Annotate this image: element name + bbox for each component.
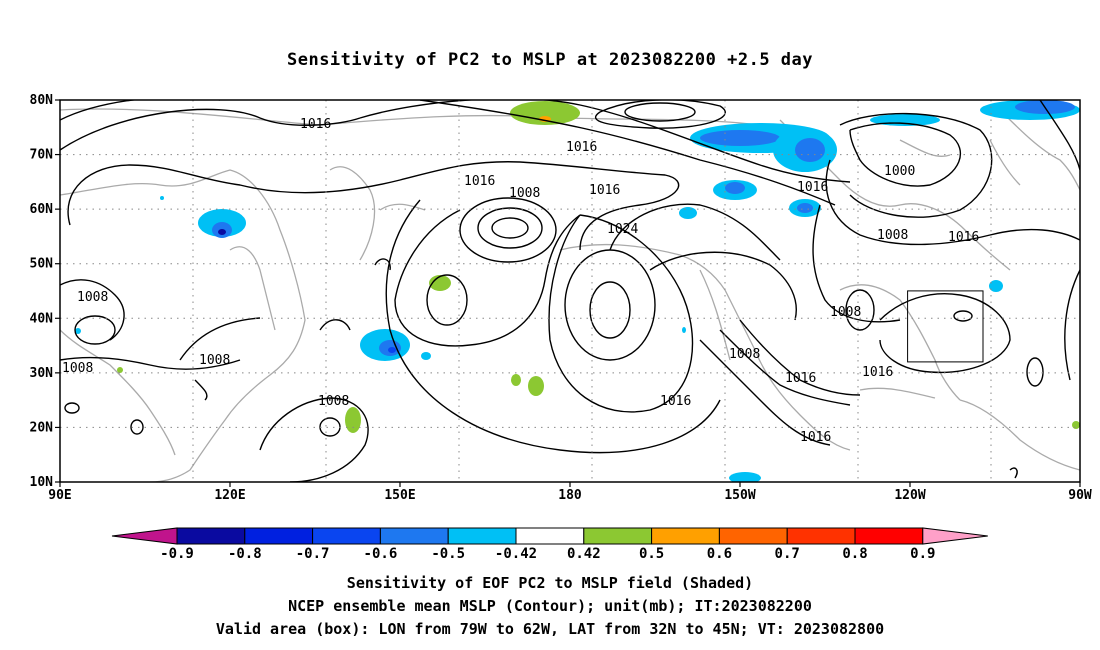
colorbar-segment — [515, 527, 585, 545]
footer-line-1: Sensitivity of EOF PC2 to MSLP field (Sh… — [346, 574, 754, 592]
contour-label: 1008 — [509, 186, 540, 201]
colorbar-label: -0.9 — [160, 546, 194, 562]
y-tick-label: 80N — [30, 93, 54, 108]
x-tick-label: 180 — [558, 488, 582, 503]
sensitivity-shading — [75, 100, 1080, 482]
x-tick-label: 120W — [894, 488, 925, 503]
y-tick-label: 30N — [30, 366, 54, 381]
colorbar-high-extend — [922, 527, 988, 545]
y-tick-label: 20N — [30, 420, 54, 435]
contour-labels: 1016 1016 1016 1008 1016 1024 1016 1000 … — [62, 117, 979, 445]
y-tick-label: 60N — [30, 202, 54, 217]
colorbar-segment — [854, 527, 924, 545]
contour-label: 1016 — [300, 117, 331, 132]
colorbar-label: 0.9 — [910, 546, 935, 562]
colorbar-segment — [244, 527, 314, 545]
footer-line-3: Valid area (box): LON from 79W to 62W, L… — [215, 620, 885, 638]
colorbar-segment — [718, 527, 788, 545]
colorbar-segment — [176, 527, 246, 545]
contour-label: 1016 — [800, 430, 831, 445]
footer-line-2: NCEP ensemble mean MSLP (Contour); unit(… — [288, 597, 812, 615]
colorbar-label: 0.8 — [842, 546, 867, 562]
colorbar-label: 0.6 — [707, 546, 732, 562]
contour-label: 1008 — [729, 347, 760, 362]
y-tick-label: 10N — [30, 475, 54, 490]
colorbar-segment — [786, 527, 856, 545]
contour-label: 1016 — [948, 230, 979, 245]
colorbar-label: 0.5 — [639, 546, 664, 562]
colorbar-label: -0.7 — [296, 546, 330, 562]
y-tick-label: 70N — [30, 148, 54, 163]
colorbar-label: -0.8 — [228, 546, 262, 562]
mslp-contours — [60, 100, 1080, 482]
colorbar: -0.9 -0.8 -0.7 -0.6 -0.5 -0.42 0.42 0.5 0.6 0.7 0.… — [111, 527, 988, 562]
x-tick-label: 90W — [1068, 488, 1092, 503]
contour-label: 1016 — [862, 365, 893, 380]
colorbar-segment — [312, 527, 381, 545]
colorbar-label: -0.42 — [495, 546, 537, 562]
contour-label: 1024 — [607, 222, 638, 237]
contour-label: 1008 — [199, 353, 230, 368]
contour-label: 1008 — [77, 290, 108, 305]
colorbar-label: -0.5 — [431, 546, 465, 562]
contour-label: 1016 — [660, 394, 691, 409]
contour-label: 1016 — [566, 140, 597, 155]
colorbar-label: 0.42 — [567, 546, 601, 562]
contour-label: 1008 — [830, 305, 861, 320]
x-tick-label: 120E — [214, 488, 245, 503]
y-tick-label: 50N — [30, 257, 54, 272]
contour-label: 1016 — [785, 371, 816, 386]
contour-label: 1008 — [62, 361, 93, 376]
contour-label: 1016 — [797, 180, 828, 195]
contour-label: 1008 — [877, 228, 908, 243]
x-tick-label: 150W — [724, 488, 755, 503]
contour-label: 1008 — [318, 394, 349, 409]
valid-area-box — [907, 290, 984, 363]
colorbar-segment — [447, 527, 517, 545]
y-tick-label: 40N — [30, 311, 54, 326]
contour-label: 1016 — [464, 174, 495, 189]
colorbar-low-extend — [111, 527, 178, 545]
colorbar-segment — [583, 527, 653, 545]
axes: 90E120E150E180150W120W90W60W10N20N30N40N… — [30, 93, 1092, 503]
x-tick-label: 150E — [384, 488, 415, 503]
contour-label: 1016 — [589, 183, 620, 198]
map-title: Sensitivity of PC2 to MSLP at 2023082200… — [286, 50, 813, 70]
colorbar-segment — [379, 527, 449, 545]
contour-label: 1000 — [884, 164, 915, 179]
colorbar-segment — [651, 527, 720, 545]
lat-lon-grid — [60, 100, 1080, 482]
colorbar-label: -0.6 — [364, 546, 398, 562]
colorbar-label: 0.7 — [775, 546, 800, 562]
x-tick-label: 90E — [48, 488, 71, 503]
